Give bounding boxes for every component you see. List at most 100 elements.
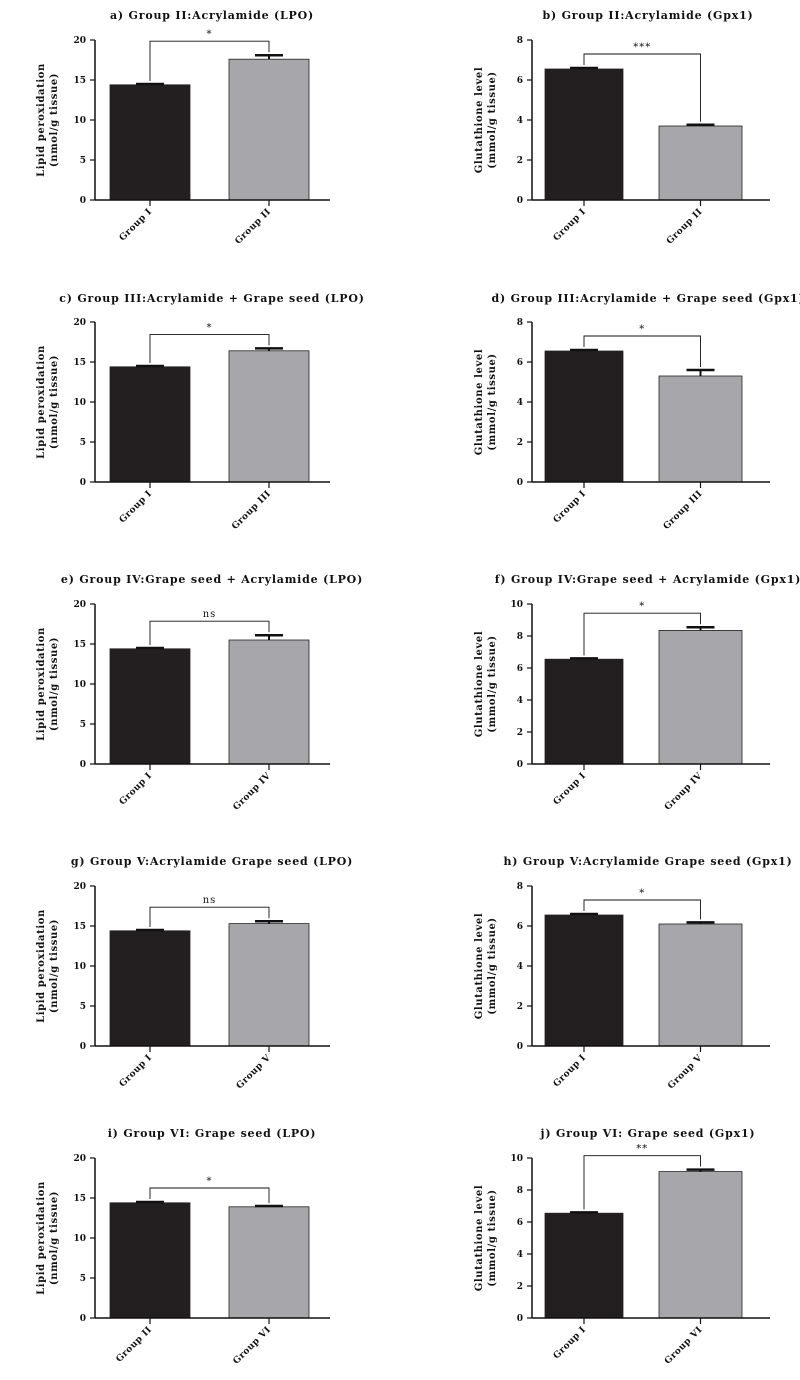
chart-title: h) Group V:Acrylamide Grape seed (Gpx1) (503, 855, 792, 868)
significance-bracket (583, 335, 701, 367)
y-tick-label: 10 (510, 600, 523, 610)
significance-label: ** (636, 1144, 648, 1155)
category-label: Group III (662, 489, 705, 532)
y-axis-label: Glutathione level (mmol/g tissue) (474, 913, 498, 1020)
bar-1 (109, 366, 191, 483)
significance-label: * (639, 324, 645, 335)
bar-2 (228, 639, 310, 765)
y-tick-label: 8 (517, 882, 523, 892)
chart-panel: f) Group IV:Grape seed + Acrylamide (Gpx… (474, 573, 800, 813)
chart-panel: g) Group V:Acrylamide Grape seed (LPO) Li… (36, 855, 352, 1091)
y-tick-label: 0 (517, 760, 523, 770)
y-axis-label: Lipid peroxidation (nmol/g tissue) (36, 345, 60, 459)
significance-bracket (583, 612, 701, 656)
y-tick-label: 5 (80, 1002, 86, 1012)
category-label: Group II (665, 207, 705, 247)
y-tick-label: 5 (80, 156, 86, 166)
bar-2 (228, 58, 310, 201)
category-label: Group II (115, 1325, 155, 1365)
category-label: Group I (552, 489, 588, 525)
y-axis-label-line: (nmol/g tissue) (49, 637, 60, 731)
chart-title: d) Group III:Acrylamide + Grape seed (Gp… (491, 292, 800, 305)
significance-label: ns (203, 609, 217, 620)
y-axis-label-line: Glutathione level (474, 913, 485, 1020)
y-tick-label: 6 (517, 358, 523, 368)
y-axis-label: Glutathione level (mmol/g tissue) (474, 349, 498, 456)
significance-bracket (583, 1155, 701, 1210)
significance-bracket (149, 906, 270, 927)
chart-panel: d) Group III:Acrylamide + Grape seed (Gp… (474, 292, 800, 532)
y-tick-label: 0 (80, 760, 86, 770)
bars (109, 347, 310, 483)
y-tick-label: 10 (73, 680, 86, 690)
y-tick-label: 4 (517, 398, 523, 408)
significance-label: * (639, 601, 645, 612)
bar-1 (544, 68, 624, 201)
significance-bracket (149, 620, 270, 645)
bars (544, 1168, 743, 1319)
y-tick-label: 0 (517, 478, 523, 488)
significance-label: * (639, 888, 645, 899)
y-tick-label: 20 (73, 882, 86, 892)
y-tick-label: 8 (517, 632, 523, 642)
chart-panel: c) Group III:Acrylamide + Grape seed (LP… (36, 292, 364, 532)
y-tick-label: 10 (73, 116, 86, 126)
chart-panel: a) Group II:Acrylamide (LPO) Lipid peroxi… (36, 9, 330, 247)
category-label: Group IV (663, 771, 705, 813)
y-tick-label: 0 (517, 1042, 523, 1052)
y-tick-label: 20 (73, 318, 86, 328)
y-tick-label: 6 (517, 922, 523, 932)
y-tick-label: 10 (73, 1234, 86, 1244)
y-tick-label: 6 (517, 664, 523, 674)
y-tick-label: 4 (517, 116, 523, 126)
bars (109, 53, 310, 201)
bar-1 (109, 1202, 191, 1319)
y-tick-label: 2 (517, 156, 523, 166)
bar-2 (658, 923, 743, 1047)
y-tick-label: 8 (517, 318, 523, 328)
category-label: Group I (552, 771, 588, 807)
y-tick-label: 2 (517, 728, 523, 738)
y-tick-label: 5 (80, 438, 86, 448)
bar-1 (544, 350, 624, 483)
category-label: Group I (552, 1053, 588, 1089)
bar-1 (544, 658, 624, 765)
significance-bracket (149, 333, 270, 363)
y-tick-label: 0 (80, 1042, 86, 1052)
chart-title: b) Group II:Acrylamide (Gpx1) (542, 9, 753, 22)
y-axis-label-line: (nmol/g tissue) (49, 1191, 60, 1285)
y-tick-label: 4 (517, 1250, 523, 1260)
bar-1 (109, 648, 191, 765)
y-tick-label: 5 (80, 720, 86, 730)
y-tick-label: 15 (73, 922, 86, 932)
y-axis-label-line: (nmol/g tissue) (49, 73, 60, 167)
bar-1 (544, 1212, 624, 1319)
category-label: Group I (118, 489, 154, 525)
y-axis-label-line: (mmol/g tissue) (487, 1189, 498, 1287)
significance-bracket (583, 53, 701, 122)
y-axis-label-line: Glutathione level (474, 631, 485, 738)
category-label: Group VI (663, 1325, 705, 1367)
category-label: Group V (666, 1053, 705, 1092)
bar-2 (658, 1171, 743, 1319)
bars (544, 66, 743, 201)
category-label: Group IV (232, 771, 274, 813)
significance-label: * (207, 322, 213, 333)
y-tick-label: 4 (517, 962, 523, 972)
chart-title: a) Group II:Acrylamide (LPO) (110, 9, 314, 22)
y-tick-label: 20 (73, 1154, 86, 1164)
y-tick-label: 2 (517, 1002, 523, 1012)
significance-bracket (149, 40, 270, 81)
category-label: Group I (118, 1053, 154, 1089)
y-tick-label: 10 (510, 1154, 523, 1164)
bar-2 (658, 375, 743, 483)
y-axis-label-line: Lipid peroxidation (36, 627, 47, 741)
y-tick-label: 10 (73, 398, 86, 408)
chart-title: i) Group VI: Grape seed (LPO) (108, 1127, 317, 1140)
bar-2 (228, 350, 310, 483)
y-tick-label: 10 (73, 962, 86, 972)
y-axis-label: Lipid peroxidation (nmol/g tissue) (36, 63, 60, 177)
chart-panel: i) Group VI: Grape seed (LPO) Lipid perox… (36, 1127, 330, 1367)
y-axis-label-line: (mmol/g tissue) (487, 71, 498, 169)
